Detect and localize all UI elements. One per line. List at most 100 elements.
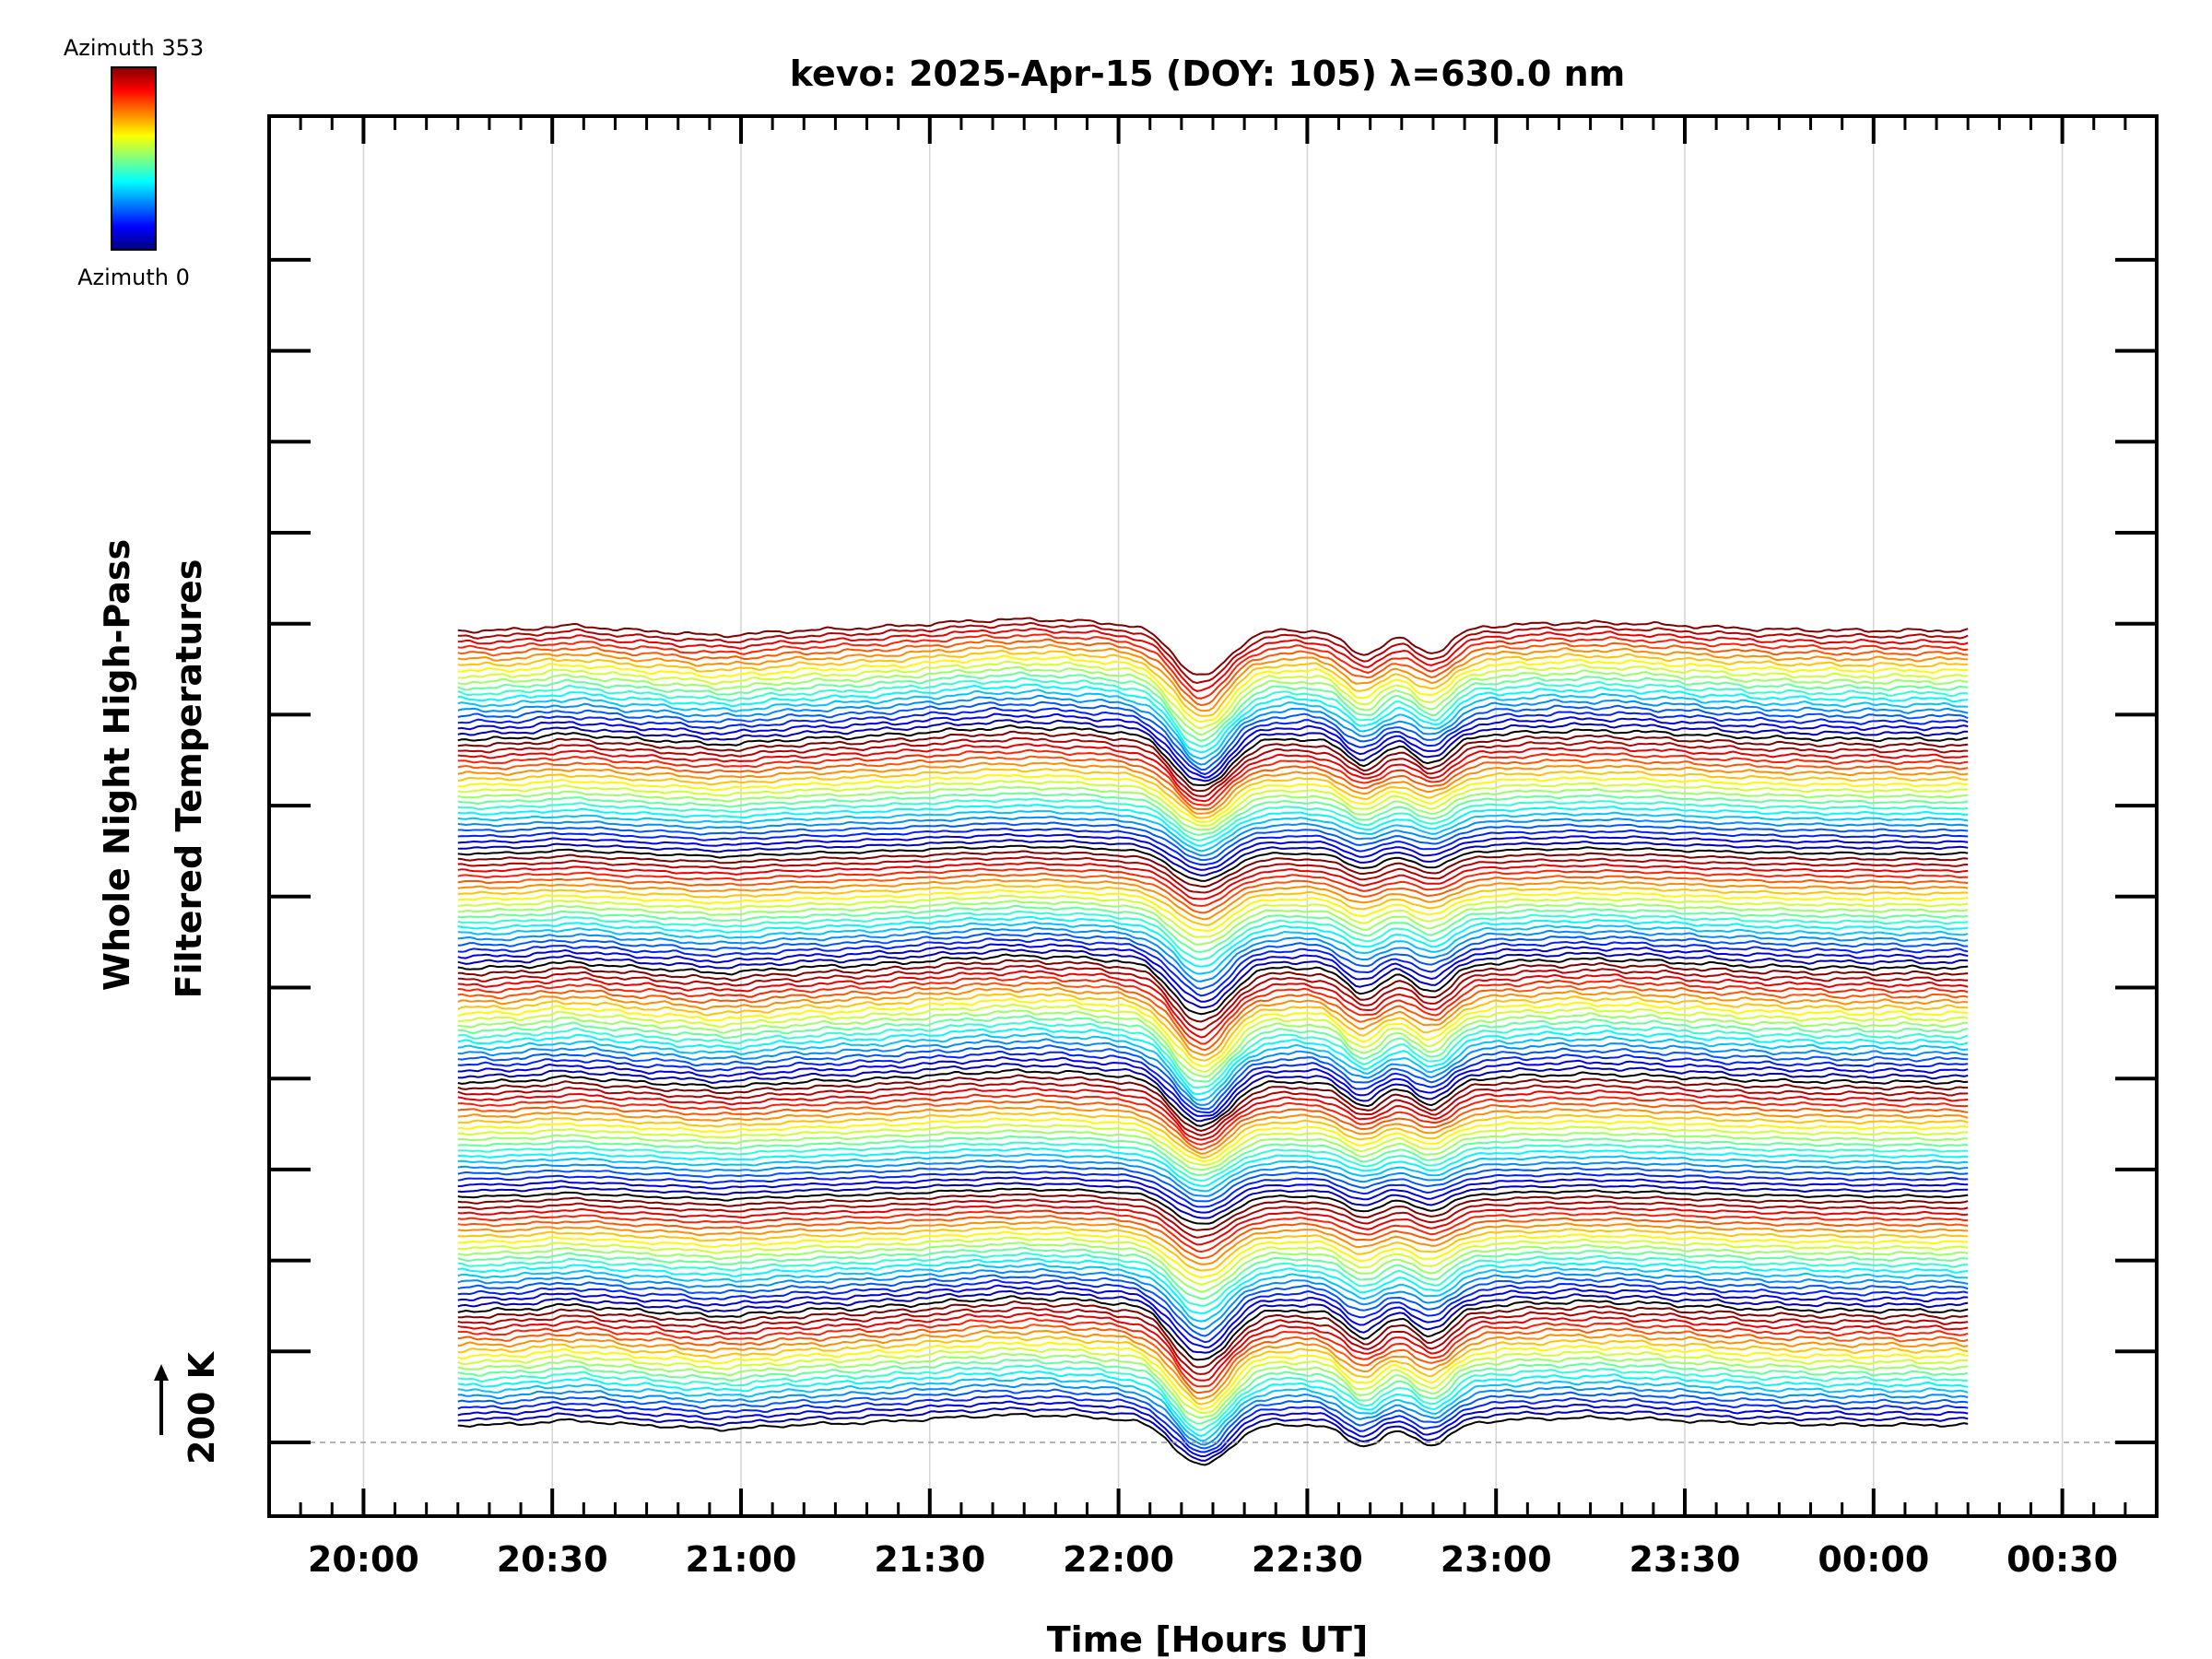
series-line xyxy=(457,1009,1969,1078)
series-line xyxy=(457,921,1969,975)
series-line xyxy=(457,761,1969,815)
series-line xyxy=(457,1289,1969,1354)
series-line xyxy=(457,1056,1969,1117)
series-line xyxy=(457,719,1969,782)
series-line xyxy=(457,1165,1969,1203)
series-line xyxy=(457,910,1969,960)
series-line xyxy=(457,1312,1969,1382)
series-line xyxy=(457,1063,1969,1123)
series-line xyxy=(457,964,1969,1031)
series-line xyxy=(457,1220,1969,1265)
x-tick-label: 22:30 xyxy=(1252,1539,1363,1580)
series-line xyxy=(457,900,1969,946)
series-line xyxy=(457,947,1969,1009)
series-line xyxy=(457,1317,1969,1388)
series-line xyxy=(457,1388,1969,1450)
series-line xyxy=(457,1295,1969,1361)
x-tick-label: 23:30 xyxy=(1630,1539,1741,1580)
series-line xyxy=(457,1068,1969,1127)
series-line xyxy=(457,724,1969,786)
series-line xyxy=(457,1352,1969,1419)
series-line xyxy=(457,993,1969,1062)
x-tick-label: 00:00 xyxy=(1818,1539,1929,1580)
series-line xyxy=(457,1382,1969,1446)
series-line xyxy=(457,959,1969,1023)
series-line xyxy=(457,712,1969,779)
series-line xyxy=(457,1335,1969,1406)
series-line xyxy=(457,943,1969,1003)
scale-label: 200 K xyxy=(182,1350,222,1465)
series-line xyxy=(457,1080,1969,1136)
series-line xyxy=(457,821,1969,862)
series-line xyxy=(457,1376,1969,1442)
series-line xyxy=(457,1241,1969,1293)
series-line xyxy=(457,1306,1969,1375)
y-axis-label-line2: Filtered Temperatures xyxy=(169,559,209,999)
series-line xyxy=(457,1074,1969,1133)
series-line xyxy=(457,1147,1969,1187)
series-line xyxy=(457,839,1969,877)
series-line xyxy=(457,997,1969,1067)
series-line xyxy=(457,1159,1969,1197)
x-tick-label: 21:00 xyxy=(686,1539,797,1580)
series-line xyxy=(457,981,1969,1052)
series-line xyxy=(457,1324,1969,1394)
series-line xyxy=(457,883,1969,926)
series-line xyxy=(457,706,1969,776)
x-tick-label: 22:00 xyxy=(1063,1539,1174,1580)
series-line xyxy=(457,932,1969,990)
series-line xyxy=(457,1400,1969,1457)
series-line xyxy=(457,1359,1969,1425)
scale-arrow xyxy=(154,1364,169,1435)
x-tick-label: 23:00 xyxy=(1441,1539,1552,1580)
series-line xyxy=(457,1209,1969,1253)
series-line xyxy=(457,1187,1969,1225)
series-line xyxy=(457,828,1969,866)
series-line xyxy=(457,915,1969,968)
series-line xyxy=(457,792,1969,836)
series-line xyxy=(457,953,1969,1016)
series-line xyxy=(457,861,1969,900)
colorbar-top-label: Azimuth 353 xyxy=(64,35,204,61)
series-line xyxy=(457,748,1969,806)
series-line xyxy=(457,804,1969,847)
series-line xyxy=(457,1176,1969,1214)
series-line xyxy=(457,627,1969,692)
series-line xyxy=(457,1329,1969,1400)
series-line xyxy=(457,1412,1969,1466)
series-line xyxy=(457,700,1969,771)
y-axis-label-line1: Whole Night High-Pass xyxy=(97,539,137,991)
series-line xyxy=(457,1257,1969,1314)
series-line xyxy=(457,1263,1969,1323)
series-line xyxy=(457,1215,1969,1260)
series-line xyxy=(457,850,1969,888)
series-line xyxy=(457,1236,1969,1286)
chart-title: kevo: 2025-Apr-15 (DOY: 105) λ=630.0 nm xyxy=(790,53,1625,94)
series-line xyxy=(457,855,1969,894)
series-line xyxy=(457,1284,1969,1348)
colorbar-bottom-label: Azimuth 0 xyxy=(77,265,190,290)
x-tick-label: 20:30 xyxy=(497,1539,608,1580)
series-line xyxy=(457,866,1969,907)
series-line xyxy=(457,1044,1969,1111)
series-line xyxy=(457,1204,1969,1246)
series-line xyxy=(457,1347,1969,1415)
series-line xyxy=(457,1171,1969,1208)
series-line xyxy=(457,1105,1969,1155)
series-line xyxy=(457,1246,1969,1300)
series-line xyxy=(457,1111,1969,1159)
series-line xyxy=(457,1274,1969,1337)
series-line xyxy=(457,617,1969,676)
series-line xyxy=(457,888,1969,933)
series-line xyxy=(457,1341,1969,1410)
series-line xyxy=(457,986,1969,1056)
series-line xyxy=(457,660,1969,730)
series-line xyxy=(457,677,1969,747)
series-line xyxy=(457,872,1969,914)
series-line xyxy=(457,1124,1969,1167)
series-line xyxy=(457,1026,1969,1096)
x-tick-labels: 20:00 20:30 21:00 21:30 22:00 22:30 23:00 23:30… xyxy=(308,1539,2118,1580)
series-line xyxy=(457,730,1969,793)
series-line xyxy=(457,665,1969,736)
